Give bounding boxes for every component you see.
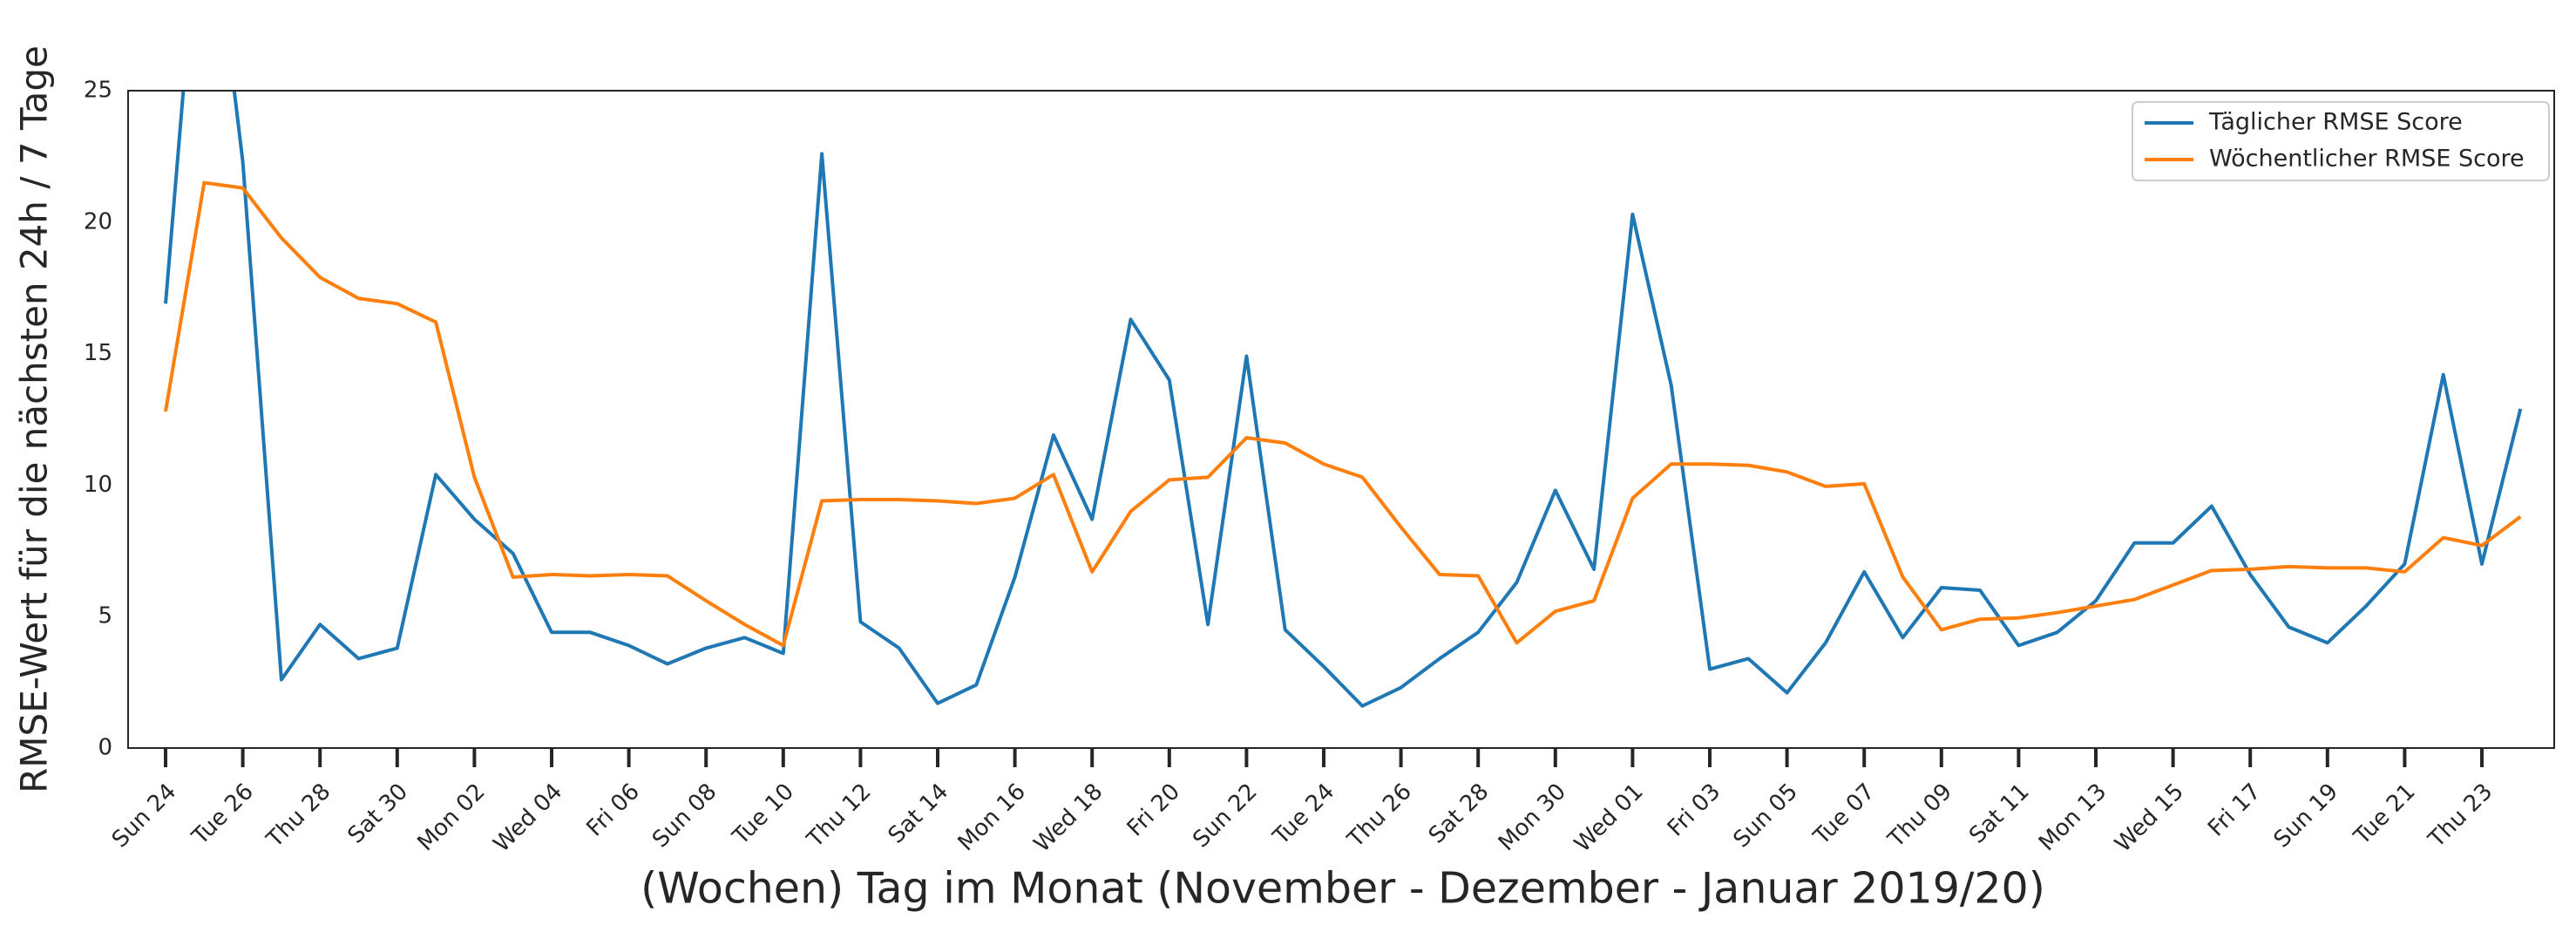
legend-label: Wöchentlicher RMSE Score [2209, 146, 2525, 173]
legend-label: Täglicher RMSE Score [2208, 109, 2463, 136]
y-tick-label: 10 [84, 472, 112, 498]
y-tick-label: 25 [84, 78, 112, 104]
series-line [164, 91, 2523, 708]
y-tick-label: 20 [84, 208, 112, 235]
y-axis-label: RMSE-Wert für die nächsten 24h / 7 Tage [13, 45, 56, 793]
legend-box [2132, 101, 2550, 181]
series-line [164, 180, 2522, 648]
plot-frame [127, 90, 2555, 749]
y-tick-label: 5 [98, 603, 112, 629]
x-axis-label: (Wochen) Tag im Monat (November - Dezemb… [641, 864, 2045, 914]
y-tick-label: 15 [84, 340, 112, 366]
y-tick-label: 0 [98, 735, 112, 761]
plot-area [164, 91, 2523, 708]
